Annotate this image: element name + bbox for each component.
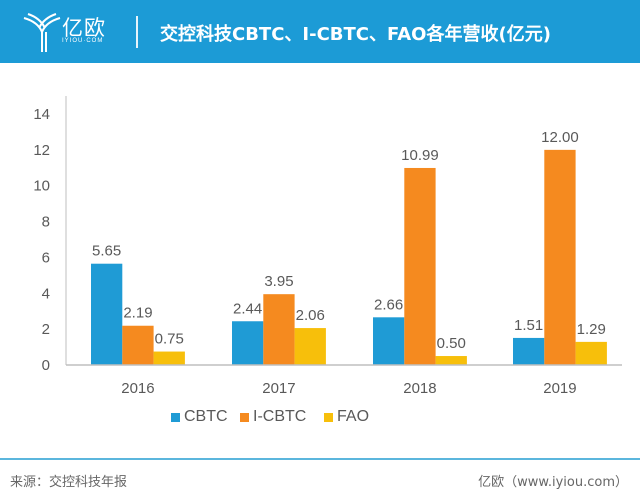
x-tick-label: 2019 bbox=[543, 380, 576, 397]
legend-label: FAO bbox=[337, 408, 370, 425]
y-tick-label: 10 bbox=[33, 178, 50, 195]
brand-subtitle: IYIOU·COM bbox=[62, 38, 104, 44]
legend-swatch bbox=[240, 412, 249, 422]
bar-i-cbtc-2017 bbox=[263, 294, 295, 365]
x-tick-label: 2016 bbox=[121, 380, 154, 397]
footer-divider bbox=[0, 458, 640, 460]
legend-item-cbtc: CBTC bbox=[171, 408, 228, 426]
brand-name: 亿欧 bbox=[62, 16, 106, 40]
data-label: 0.75 bbox=[155, 331, 184, 348]
y-tick-label: 2 bbox=[42, 321, 50, 338]
bar-cbtc-2016 bbox=[91, 263, 123, 365]
bar-cbtc-2017 bbox=[232, 321, 264, 365]
header-divider bbox=[136, 16, 138, 48]
data-label: 0.50 bbox=[437, 335, 466, 352]
bar-fao-2017 bbox=[294, 328, 326, 365]
y-tick-label: 4 bbox=[42, 285, 50, 302]
iyiou-logo-icon bbox=[23, 13, 61, 52]
data-label: 2.19 bbox=[123, 305, 152, 322]
bar-i-cbtc-2016 bbox=[122, 325, 154, 365]
data-label: 5.65 bbox=[92, 243, 121, 260]
bar-cbtc-2018 bbox=[373, 317, 405, 365]
header-banner: 亿欧 IYIOU·COM 交控科技CBTC、I-CBTC、FAO各年营收(亿元) bbox=[0, 0, 640, 63]
data-label: 2.66 bbox=[374, 296, 403, 313]
legend-swatch bbox=[171, 412, 180, 422]
legend-label: I-CBTC bbox=[253, 408, 307, 425]
bar-fao-2018 bbox=[435, 356, 467, 365]
credit-note: 亿欧（www.iyiou.com） bbox=[478, 475, 628, 490]
data-label: 1.29 bbox=[577, 321, 606, 338]
bar-cbtc-2019 bbox=[513, 337, 545, 365]
y-tick-label: 0 bbox=[42, 357, 50, 374]
data-label: 3.95 bbox=[264, 273, 293, 290]
legend-swatch bbox=[324, 412, 333, 422]
legend-label: CBTC bbox=[184, 408, 228, 425]
y-tick-label: 8 bbox=[42, 214, 50, 231]
data-label: 2.44 bbox=[233, 300, 262, 317]
source-note: 来源：交控科技年报 bbox=[10, 475, 128, 490]
bar-i-cbtc-2019 bbox=[544, 149, 576, 365]
y-tick-label: 14 bbox=[33, 106, 50, 123]
legend: CBTC I-CBTC FAO bbox=[0, 408, 640, 430]
bar-chart: 0 2 4 6 8 10 12 14 5.65 2.44 2.66 1.51 2.19 3.95 10.9… bbox=[33, 96, 622, 397]
data-label: 1.51 bbox=[514, 317, 543, 334]
x-tick-label: 2017 bbox=[262, 380, 295, 397]
legend-item-fao: FAO bbox=[324, 408, 369, 426]
y-tick-label: 6 bbox=[42, 249, 50, 266]
data-label: 10.99 bbox=[401, 147, 439, 164]
x-tick-label: 2018 bbox=[403, 380, 436, 397]
legend-item-i-cbtc: I-CBTC bbox=[240, 408, 306, 426]
data-label: 12.00 bbox=[541, 129, 579, 146]
bar-fao-2016 bbox=[153, 351, 185, 365]
data-label: 2.06 bbox=[296, 307, 325, 324]
bar-fao-2019 bbox=[575, 341, 607, 365]
bar-i-cbtc-2018 bbox=[404, 167, 436, 365]
y-tick-label: 12 bbox=[33, 142, 50, 159]
chart-title: 交控科技CBTC、I-CBTC、FAO各年营收(亿元) bbox=[160, 24, 551, 45]
